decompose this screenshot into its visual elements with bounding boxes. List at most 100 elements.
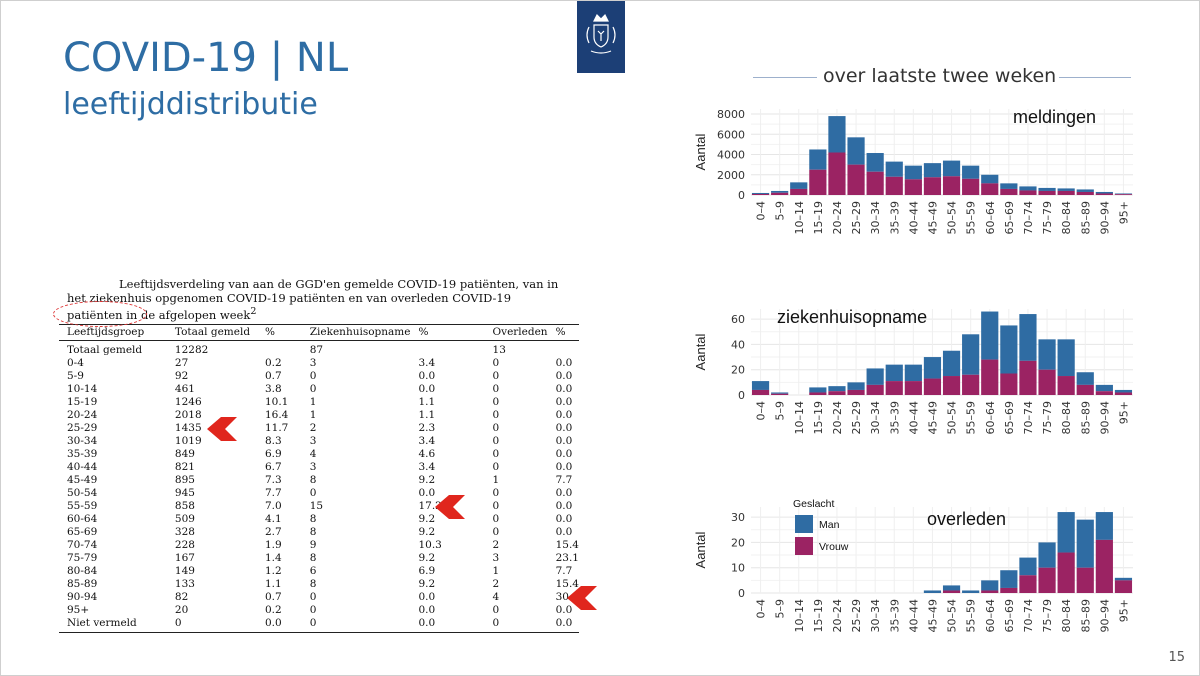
- table-cell: 0: [309, 382, 317, 395]
- table-cell: 1.9: [264, 538, 282, 551]
- bar-vrouw: [1038, 567, 1056, 593]
- table-body: Totaal gemeld 12282 87 13 0-4 27 0.2 3 3.4 0 0.0 5-…: [59, 340, 579, 633]
- x-tick-label: 5–9: [774, 201, 787, 221]
- table-cell: 0.0: [418, 590, 436, 603]
- table-cell: 82: [174, 590, 189, 603]
- table-header-cell: %: [547, 323, 579, 341]
- table-cell: 7.7: [555, 564, 573, 577]
- table-cell: 3: [309, 434, 317, 447]
- x-tick-label: 45–49: [926, 401, 939, 435]
- bar-man: [751, 192, 770, 194]
- x-tick-label: 90–94: [1098, 599, 1111, 633]
- table-cell: 95+: [67, 603, 90, 616]
- bar-man: [866, 153, 884, 172]
- table-cell: 87: [309, 343, 324, 356]
- bar-man: [885, 161, 903, 177]
- table-cell: 1: [309, 395, 317, 408]
- x-tick-label: 70–74: [1022, 599, 1035, 633]
- bar-vrouw: [1076, 567, 1094, 593]
- x-tick-label: 35–39: [888, 201, 901, 235]
- coat-of-arms-icon: [577, 1, 625, 73]
- table-cell: 0: [492, 408, 500, 421]
- x-tick-label: 35–39: [888, 401, 901, 435]
- bar-vrouw: [1057, 552, 1075, 593]
- table-cell: 328: [174, 525, 195, 538]
- y-axis-label: Aantal: [693, 531, 708, 568]
- bar-vrouw: [790, 188, 808, 195]
- bar-vrouw: [866, 171, 884, 195]
- table-cell: 4.6: [418, 447, 436, 460]
- table-cell: 0.0: [418, 382, 436, 395]
- x-tick-label: 20–24: [831, 401, 844, 435]
- bar-man: [771, 392, 789, 394]
- y-tick-label: 20: [731, 536, 745, 549]
- table-cell: 27: [174, 356, 189, 369]
- table-cell: 0: [492, 499, 500, 512]
- bar-man: [1000, 325, 1018, 374]
- table-cell: 6: [309, 564, 317, 577]
- table-cell: 9.2: [418, 577, 436, 590]
- table-cell: 13: [492, 343, 506, 356]
- bar-man: [1095, 384, 1113, 392]
- x-tick-label: 5–9: [774, 599, 787, 619]
- table-cell: 0: [301, 616, 411, 633]
- bar-man: [1095, 191, 1113, 194]
- table-header-cell: Ziekenhuisopname: [301, 323, 411, 341]
- table-cell: 0: [309, 486, 317, 499]
- bar-man: [981, 311, 999, 360]
- x-tick-label: 35–39: [888, 599, 901, 633]
- x-tick-label: 60–64: [984, 201, 997, 235]
- time-range-header: over laatste twee weken: [753, 65, 1131, 91]
- bar-vrouw: [904, 179, 922, 195]
- table-cell: 0.0: [555, 486, 573, 499]
- x-tick-label: 10–14: [793, 599, 806, 633]
- table-cell: [410, 340, 484, 357]
- table-cell: 1019: [174, 434, 202, 447]
- time-range-label: over laatste twee weken: [823, 65, 1057, 87]
- x-tick-label: 25–29: [850, 201, 863, 235]
- table-cell: 0.0: [555, 395, 573, 408]
- bar-vrouw: [1019, 190, 1037, 195]
- bar-vrouw: [1114, 194, 1133, 195]
- y-tick-label: 6000: [717, 128, 745, 141]
- table-cell: 0: [492, 356, 500, 369]
- x-tick-label: 10–14: [793, 201, 806, 235]
- table-cell: 1: [492, 564, 500, 577]
- table-row: 45-49 895 7.3 8 9.2 1 7.7: [59, 474, 579, 487]
- bar-man: [942, 350, 961, 377]
- bar-vrouw: [771, 393, 789, 395]
- bar-vrouw: [942, 590, 961, 593]
- table-cell: 0.0: [555, 421, 573, 434]
- table-cell: 8.3: [264, 434, 282, 447]
- x-tick-label: 40–44: [907, 201, 920, 235]
- table-cell: 0.0: [555, 512, 573, 525]
- x-tick-label: 0–4: [755, 599, 768, 619]
- table-cell: 1.4: [264, 551, 282, 564]
- x-tick-label: 65–69: [1003, 599, 1016, 633]
- table-cell: 0.0: [410, 616, 485, 633]
- table-cell: 16.4: [264, 408, 289, 421]
- legend-swatch: [795, 515, 813, 533]
- table-cell: 10.1: [264, 395, 289, 408]
- bar-vrouw: [942, 176, 961, 195]
- table-cell: 55-59: [67, 499, 98, 512]
- bar-vrouw: [1019, 360, 1037, 395]
- x-tick-label: 80–84: [1060, 599, 1073, 633]
- x-tick-label: 85–89: [1079, 599, 1092, 633]
- table-row: 15-19 1246 10.1 1 1.1 0 0.0: [59, 396, 579, 409]
- bar-vrouw: [885, 176, 903, 195]
- bar-man: [1038, 187, 1056, 191]
- table-cell: 9.2: [418, 551, 436, 564]
- x-tick-label: 15–19: [812, 201, 825, 235]
- table-cell: 0.0: [418, 603, 436, 616]
- bar-vrouw: [904, 381, 922, 395]
- table-cell: 35-39: [67, 447, 98, 460]
- bar-man: [1019, 557, 1037, 576]
- caption-footnote: 2: [250, 306, 257, 317]
- bar-man: [847, 137, 865, 165]
- table-cell: 6.9: [418, 564, 436, 577]
- pointer-arrow-icon: [567, 586, 597, 611]
- table-cell: 3.4: [418, 356, 436, 369]
- table-row: 75-79 167 1.4 8 9.2 3 23.1: [59, 552, 579, 565]
- legend-title: Geslacht: [793, 498, 835, 510]
